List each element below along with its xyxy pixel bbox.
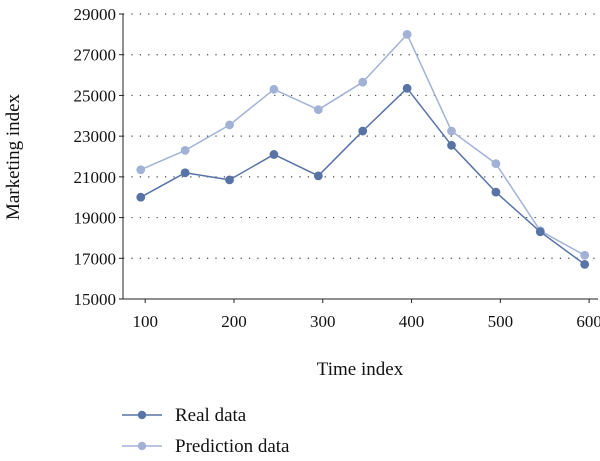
y-tick-label: 15000 (74, 290, 117, 309)
data-point-prediction-data (180, 145, 190, 155)
data-point-real-data (269, 150, 279, 159)
legend-marker-real (137, 410, 147, 420)
y-tick-label: 29000 (74, 5, 117, 24)
data-point-real-data (313, 171, 323, 181)
y-tick-label: 25000 (74, 86, 117, 105)
legend-item-real: Real data (122, 405, 247, 426)
x-tick-label: 200 (221, 312, 247, 331)
data-point-real-data (535, 227, 545, 237)
x-tick-label: 400 (399, 312, 425, 331)
y-tick-labels: 15000 17000 19000 21000 23000 25000 27000 29000 (74, 5, 123, 309)
data-point-prediction-data (402, 29, 412, 39)
data-point-prediction-data (491, 159, 501, 169)
legend-item-prediction: Prediction data (122, 436, 290, 457)
legend-label-real: Real data (175, 405, 247, 426)
y-tick-label: 23000 (74, 127, 117, 146)
data-point-prediction-data (269, 84, 279, 94)
x-tick-label: 500 (488, 312, 514, 331)
legend-label-prediction: Prediction data (175, 436, 290, 457)
axes (122, 14, 598, 300)
y-tick-label: 27000 (74, 46, 117, 65)
legend: Real data Prediction data (122, 405, 290, 457)
legend-marker-prediction (137, 441, 147, 451)
data-point-real-data (580, 259, 590, 269)
data-point-real-data (225, 175, 234, 185)
data-point-real-data (447, 140, 456, 150)
data-point-prediction-data (580, 250, 590, 260)
data-point-real-data (136, 192, 146, 202)
data-point-prediction-data (447, 126, 456, 136)
series-real-data (136, 83, 590, 269)
data-point-real-data (402, 83, 412, 93)
data-point-prediction-data (358, 77, 368, 87)
y-tick-label: 17000 (74, 249, 117, 268)
data-point-real-data (491, 187, 501, 197)
data-point-prediction-data (225, 120, 234, 130)
y-axis-title: Marketing index (3, 93, 24, 220)
data-point-prediction-data (313, 105, 323, 115)
grid-lines (123, 13, 598, 259)
data-point-real-data (358, 126, 368, 136)
data-point-real-data (180, 168, 190, 178)
series-prediction-data (136, 29, 590, 260)
series-line-prediction-data (140, 33, 586, 256)
series-lines (136, 29, 590, 269)
data-point-prediction-data (136, 165, 146, 175)
y-tick-label: 19000 (74, 209, 117, 228)
x-tick-label: 600 (576, 312, 600, 331)
x-tick-labels: 100 200 300 400 500 600 (132, 299, 600, 331)
x-tick-label: 300 (310, 312, 336, 331)
x-axis-title: Time index (317, 359, 404, 380)
x-tick-label: 100 (132, 312, 158, 331)
y-tick-label: 21000 (74, 168, 117, 187)
